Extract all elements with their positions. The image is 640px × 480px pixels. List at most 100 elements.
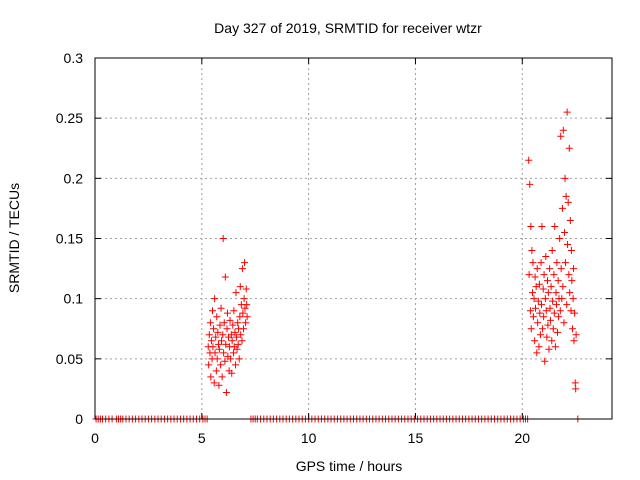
y-tick-label: 0.3: [64, 50, 84, 66]
y-tick-label: 0.05: [56, 351, 83, 367]
data-point: [564, 198, 572, 206]
data-point: [535, 280, 543, 288]
data-point: [241, 304, 249, 312]
data-point: [568, 325, 576, 333]
y-tick-label: 0.25: [56, 110, 83, 126]
data-point: [220, 319, 228, 327]
data-point: [536, 309, 544, 317]
data-point: [546, 265, 554, 273]
data-point: [212, 367, 220, 375]
data-point: [531, 273, 539, 281]
data-point: [215, 345, 223, 353]
data-point: [546, 316, 554, 324]
data-point: [223, 325, 231, 333]
data-point: [230, 307, 238, 315]
data-point: [209, 343, 217, 351]
data-point: [570, 337, 578, 345]
data-point: [206, 319, 214, 327]
x-tick-label: 20: [514, 430, 530, 446]
data-point: [529, 259, 537, 267]
data-point: [544, 321, 552, 329]
data-point: [543, 277, 551, 285]
data-point: [218, 373, 226, 381]
data-point: [555, 313, 563, 321]
data-point: [220, 349, 228, 357]
data-point: [214, 328, 222, 336]
data-point: [219, 235, 227, 242]
data-point: [219, 331, 227, 339]
data-point: [234, 340, 242, 348]
data-point: [238, 265, 246, 273]
data-point: [543, 333, 551, 341]
data-point: [213, 355, 221, 363]
data-point: [239, 309, 247, 317]
data-point: [556, 307, 564, 315]
data-point: [532, 304, 540, 312]
grid-lines: [95, 58, 612, 419]
data-point: [535, 343, 543, 351]
data-point: [539, 325, 547, 333]
data-point: [222, 389, 230, 397]
data-point: [542, 253, 550, 261]
data-point: [547, 283, 555, 291]
data-point: [223, 309, 231, 317]
data-point: [217, 304, 225, 312]
y-tick-label: 0.1: [64, 291, 84, 307]
data-point: [530, 295, 538, 303]
data-point: [552, 301, 560, 309]
data-point: [570, 265, 578, 273]
data-point: [211, 349, 219, 357]
data-point: [550, 271, 558, 279]
data-point: [235, 355, 243, 363]
data-point: [227, 331, 235, 339]
data-point: [546, 304, 554, 312]
data-point: [243, 301, 251, 309]
data-point: [210, 379, 218, 387]
data-point: [527, 222, 535, 230]
data-point: [528, 247, 536, 255]
data-point: [558, 295, 566, 303]
data-point: [554, 328, 562, 336]
data-point: [526, 180, 534, 188]
data-point: [551, 222, 559, 230]
tick-labels: 0 0.05 0.1 0.15 0.2 0.25 0.3 0 5 10 15 20: [56, 50, 531, 446]
data-point: [239, 325, 247, 333]
data-point: [572, 385, 580, 393]
data-point: [562, 192, 570, 200]
data-point: [567, 307, 575, 315]
data-point: [525, 156, 533, 164]
data-point: [207, 373, 215, 381]
data-point: [558, 204, 566, 212]
data-point: [213, 313, 221, 321]
data-point: [548, 337, 556, 345]
data-point: [571, 379, 579, 387]
data-point: [236, 313, 244, 321]
data-point: [210, 325, 218, 333]
data-point: [572, 331, 580, 339]
data-point: [568, 277, 576, 285]
data-point: [217, 337, 225, 345]
data-point: [556, 235, 564, 242]
data-point: [534, 319, 542, 327]
data-point: [561, 259, 569, 267]
data-point: [525, 271, 533, 279]
x-axis-label: GPS time / hours: [296, 458, 403, 474]
data-point: [531, 337, 539, 345]
data-point: [227, 355, 235, 363]
data-point: [561, 174, 569, 182]
data-point: [534, 297, 542, 305]
data-point: [540, 271, 548, 279]
data-point: [565, 144, 573, 152]
data-point: [569, 295, 577, 303]
data-point: [237, 331, 245, 339]
data-point: [542, 307, 550, 315]
data-points: [92, 108, 582, 423]
data-point: [232, 289, 240, 297]
data-point: [240, 295, 248, 303]
data-point: [231, 328, 239, 336]
x-tick-label: 0: [91, 430, 99, 446]
data-point: [211, 295, 219, 303]
data-point: [571, 309, 579, 317]
data-point: [539, 285, 547, 293]
